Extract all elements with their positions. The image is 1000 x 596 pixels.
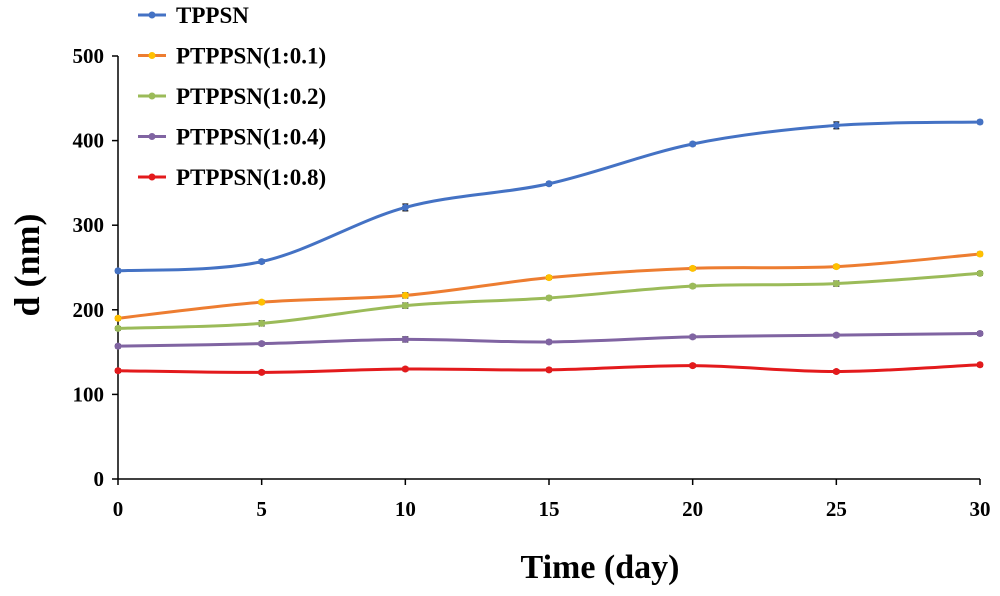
legend-swatch-marker bbox=[148, 173, 156, 181]
series-3 bbox=[114, 269, 984, 332]
y-tick-label: 400 bbox=[73, 129, 105, 153]
series-1 bbox=[114, 118, 984, 275]
legend-item-4: PTPPSN(1:0.4) bbox=[138, 125, 326, 150]
data-point bbox=[545, 294, 553, 302]
series-lines bbox=[114, 118, 984, 376]
legend-swatch-marker bbox=[148, 133, 156, 140]
legend-item-3: PTPPSN(1:0.2) bbox=[138, 84, 326, 109]
data-point bbox=[545, 274, 553, 282]
x-tick-label: 0 bbox=[113, 497, 124, 521]
legend-label: PTPPSN(1:0.8) bbox=[176, 165, 326, 190]
series-5 bbox=[114, 361, 984, 376]
y-tick-label: 100 bbox=[73, 382, 105, 406]
x-tick-label: 10 bbox=[395, 497, 416, 521]
data-point bbox=[114, 314, 122, 322]
y-tick-label: 500 bbox=[73, 44, 105, 68]
legend-swatch-marker bbox=[148, 92, 156, 100]
data-point bbox=[114, 342, 122, 350]
legend-label: PTPPSN(1:0.4) bbox=[176, 125, 326, 150]
legend-label: PTPPSN(1:0.2) bbox=[176, 84, 326, 109]
data-point bbox=[689, 362, 697, 370]
legend-swatch-marker bbox=[148, 52, 156, 59]
data-point bbox=[976, 361, 984, 369]
legend-label: TPPSN bbox=[176, 3, 249, 28]
data-point bbox=[832, 331, 840, 339]
y-tick-label: 0 bbox=[94, 467, 105, 491]
data-point bbox=[401, 365, 409, 373]
data-point bbox=[832, 368, 840, 376]
data-point bbox=[976, 329, 984, 337]
data-point bbox=[832, 280, 840, 288]
tick-labels: 0 100 200 300 400 500 0 5 10 15 20 25 30 bbox=[73, 44, 991, 521]
x-axis-title: Time (day) bbox=[521, 549, 680, 586]
data-point bbox=[832, 263, 840, 271]
data-point bbox=[545, 338, 553, 346]
x-tick-label: 25 bbox=[826, 497, 847, 521]
data-point bbox=[401, 291, 409, 299]
legend: TPPSN PTPPSN(1:0.1) PTPPSN(1:0.2) PTPPSN(1:… bbox=[138, 3, 326, 190]
data-point bbox=[976, 250, 984, 258]
data-point bbox=[689, 333, 697, 341]
axes bbox=[112, 55, 981, 485]
data-point bbox=[114, 367, 122, 375]
x-tick-label: 30 bbox=[970, 497, 991, 521]
data-point bbox=[545, 180, 553, 188]
data-point bbox=[689, 282, 697, 290]
y-axis-title: d (nm) bbox=[7, 213, 47, 316]
legend-swatch-marker bbox=[148, 11, 156, 19]
legend-item-1: TPPSN bbox=[138, 3, 249, 28]
data-point bbox=[258, 368, 266, 376]
series-4 bbox=[114, 329, 984, 350]
data-point bbox=[258, 319, 266, 327]
x-tick-label: 5 bbox=[256, 497, 267, 521]
legend-item-2: PTPPSN(1:0.1) bbox=[138, 44, 326, 69]
data-point bbox=[689, 140, 697, 148]
data-point bbox=[401, 335, 409, 343]
y-tick-label: 200 bbox=[73, 298, 105, 322]
data-point bbox=[401, 203, 409, 211]
data-point bbox=[401, 302, 409, 310]
data-point bbox=[114, 267, 122, 275]
data-point bbox=[976, 118, 984, 126]
data-point bbox=[258, 298, 266, 306]
data-point bbox=[976, 269, 984, 277]
x-tick-label: 20 bbox=[682, 497, 703, 521]
x-tick-label: 15 bbox=[539, 497, 560, 521]
data-point bbox=[832, 121, 840, 129]
data-point bbox=[689, 264, 697, 272]
data-point bbox=[258, 340, 266, 348]
series-2 bbox=[114, 250, 984, 322]
data-point bbox=[114, 324, 122, 332]
y-tick-label: 300 bbox=[73, 213, 105, 237]
legend-label: PTPPSN(1:0.1) bbox=[176, 44, 326, 69]
data-point bbox=[545, 366, 553, 374]
data-point bbox=[258, 258, 266, 266]
legend-item-5: PTPPSN(1:0.8) bbox=[138, 165, 326, 190]
